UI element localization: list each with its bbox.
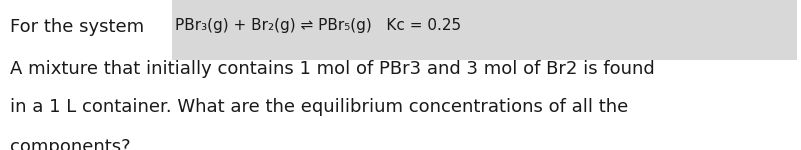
Text: in a 1 L container. What are the equilibrium concentrations of all the: in a 1 L container. What are the equilib… <box>10 98 628 116</box>
Text: PBr₃(g) + Br₂(g) ⇌ PBr₅(g)   Kc = 0.25: PBr₃(g) + Br₂(g) ⇌ PBr₅(g) Kc = 0.25 <box>175 18 461 33</box>
Text: A mixture that initially contains 1 mol of PBr3 and 3 mol of Br2 is found: A mixture that initially contains 1 mol … <box>10 60 654 78</box>
Text: components?: components? <box>10 138 131 150</box>
Text: For the system: For the system <box>10 18 150 36</box>
Bar <box>172 0 797 60</box>
